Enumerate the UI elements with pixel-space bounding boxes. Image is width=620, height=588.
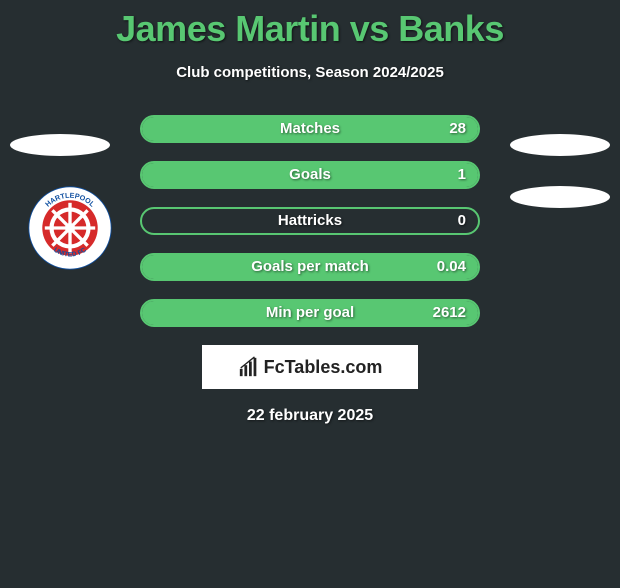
stat-label: Matches bbox=[142, 120, 478, 137]
stat-label: Hattricks bbox=[142, 212, 478, 229]
page-subtitle: Club competitions, Season 2024/2025 bbox=[0, 64, 620, 81]
brand-logo: FcTables.com bbox=[238, 356, 383, 378]
stat-value-right: 0 bbox=[458, 212, 466, 229]
stat-row: Goals 1 bbox=[140, 161, 480, 189]
brand-text: FcTables.com bbox=[264, 357, 383, 378]
stat-label: Goals bbox=[142, 166, 478, 183]
stat-value-right: 28 bbox=[449, 120, 466, 137]
stat-value-right: 2612 bbox=[433, 304, 466, 321]
stats-area: Matches 28 Goals 1 Hattricks 0 Goals per… bbox=[0, 115, 620, 327]
stat-row: Hattricks 0 bbox=[140, 207, 480, 235]
stat-value-right: 0.04 bbox=[437, 258, 466, 275]
stat-row: Goals per match 0.04 bbox=[140, 253, 480, 281]
stat-label: Min per goal bbox=[142, 304, 478, 321]
date-text: 22 february 2025 bbox=[0, 407, 620, 425]
stat-row: Matches 28 bbox=[140, 115, 480, 143]
chart-icon bbox=[238, 356, 260, 378]
page-title: James Martin vs Banks bbox=[0, 8, 620, 50]
stat-row: Min per goal 2612 bbox=[140, 299, 480, 327]
stat-label: Goals per match bbox=[142, 258, 478, 275]
stat-value-right: 1 bbox=[458, 166, 466, 183]
brand-box[interactable]: FcTables.com bbox=[202, 345, 418, 389]
